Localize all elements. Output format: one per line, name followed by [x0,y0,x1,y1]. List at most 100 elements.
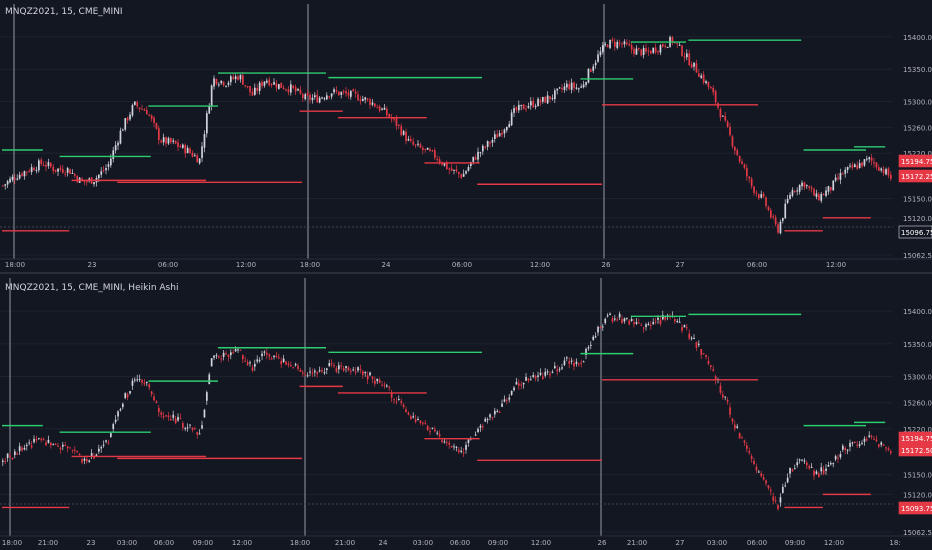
candle-body [126,117,129,121]
candle-body [570,82,573,90]
candle-body [700,75,703,78]
bottom-heikin-ashi-pane[interactable]: 15400.00 15350.00 15300.00 15260.00 15220.00… [0,274,932,547]
candle-body [172,414,175,418]
candle-body [566,83,568,88]
candle-body [446,162,448,170]
candle-body [702,353,705,355]
candle-body [762,193,765,197]
candle-body [465,171,467,174]
candle-body [78,453,81,455]
candle-body [165,137,167,144]
candle-body [477,428,479,432]
candle-body [520,104,523,107]
top-price-pane[interactable]: 15400.00 15350.00 15300.00 15260.00 15220.00… [0,0,932,269]
candle-body [762,477,765,480]
candle-body [431,150,434,152]
price-tag [898,225,932,239]
candle-body [74,449,76,451]
price-axis[interactable] [897,0,932,261]
candle-body [256,359,259,362]
candle-body [729,126,731,136]
candle-body [338,91,340,96]
candle-body [578,363,580,365]
candle-body [198,158,201,164]
candle-body [390,392,393,398]
candle-body [256,88,259,91]
candle-body [755,466,758,471]
candle-body [681,327,683,331]
candle-body [448,168,451,170]
time-tick-label: 21:00 [627,539,647,547]
candle-body [688,333,691,339]
candle-body [645,324,647,327]
candle-body [246,86,249,88]
candle-body [287,89,290,93]
candle-body [218,356,220,358]
candle-body [650,51,652,54]
candle-body [395,117,398,126]
candle-body [150,115,153,119]
candle-body [484,418,487,422]
candle-body [410,138,412,141]
candle-body [808,186,811,188]
candle-body [318,97,321,103]
candle-body [167,138,170,144]
candle-body [789,467,791,474]
candle-body [592,66,595,71]
candle-body [194,428,196,430]
candle-body [414,144,417,146]
price-axis[interactable] [897,274,932,538]
candle-body [498,133,501,137]
candle-body [530,379,532,381]
candle-body [520,384,523,386]
time-tick-label: 18:00 [290,539,310,547]
candle-body [117,411,119,417]
candle-body [412,416,415,418]
candle-body [486,419,489,421]
candle-body [796,462,799,466]
candle-body [695,63,698,73]
candle-body [590,344,592,346]
candle-body [405,409,407,413]
candle-body [215,78,218,85]
candle-body [856,165,859,169]
candle-body [18,174,21,179]
price-tick-label: 15150.00 [903,472,932,480]
candle-body [750,456,753,459]
candle-body [714,91,717,103]
candle-body [393,118,395,120]
candle-body [450,446,453,448]
candle-body [393,399,395,401]
candle-body [14,451,16,456]
candle-body [508,397,511,400]
candle-body [830,463,832,465]
candle-body [842,445,844,450]
candle-body [458,172,460,174]
candle-body [270,84,273,86]
candle-body [654,321,657,323]
candle-body [6,181,9,185]
candle-body [196,432,199,435]
time-tick-label: 09:00 [785,539,805,547]
candle-body [460,174,463,178]
candle-body [801,459,803,461]
candle-body [438,159,441,163]
candle-body [441,440,443,443]
candle-body [554,90,556,100]
candle-body [736,150,739,156]
candle-body [419,144,422,148]
candle-body [148,114,151,116]
candle-body [563,86,566,90]
candle-body [311,97,314,101]
candle-body [417,418,419,421]
candle-body [314,95,316,98]
candle-body [604,318,607,323]
candle-body [4,460,7,462]
candle-body [606,315,609,317]
candle-body [436,158,439,160]
candle-body [736,426,739,428]
candle-body [366,375,369,380]
candle-body [774,217,777,225]
